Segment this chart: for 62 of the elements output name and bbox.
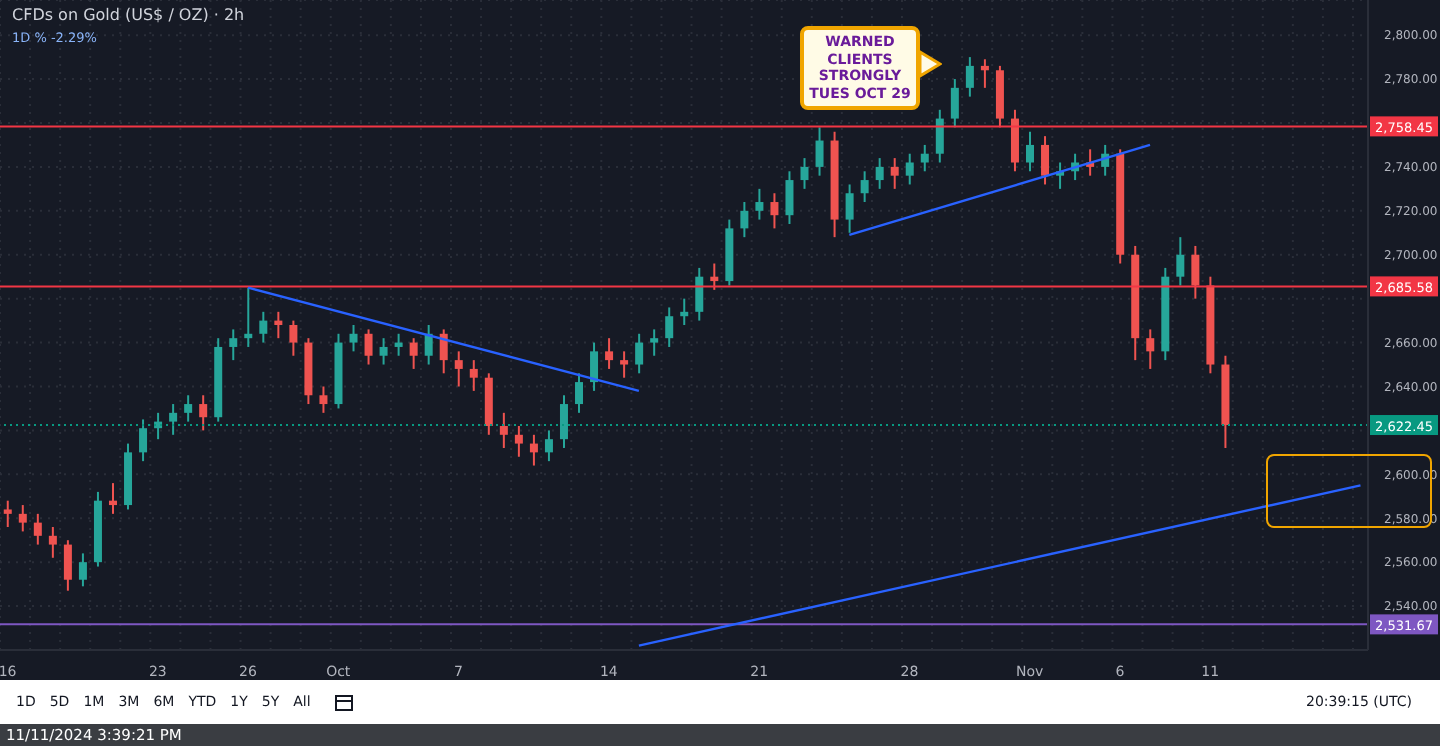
- candlestick: [394, 332, 403, 357]
- candlestick: [319, 385, 328, 414]
- candlestick: [33, 512, 42, 546]
- candlestick: [469, 359, 478, 392]
- candlestick: [63, 539, 72, 592]
- candlestick: [529, 433, 538, 467]
- candlestick: [1010, 108, 1019, 173]
- candlestick: [755, 187, 764, 221]
- candlestick: [920, 143, 929, 173]
- candlestick: [620, 350, 629, 379]
- candlestick: [349, 324, 358, 353]
- candlestick: [259, 310, 268, 344]
- candlestick: [1026, 130, 1034, 173]
- candlestick: [379, 337, 388, 366]
- candlestick: [514, 425, 523, 458]
- candlestick: [605, 337, 614, 370]
- candlestick: [695, 266, 704, 322]
- candlestick: [1041, 135, 1050, 186]
- candlestick: [635, 332, 644, 375]
- candlestick: [905, 152, 914, 186]
- candlestick: [665, 306, 674, 348]
- candlestick: [860, 170, 869, 204]
- candlestick: [499, 411, 508, 449]
- chart-title: CFDs on Gold (US$ / OZ) · 2h: [12, 6, 245, 24]
- candlestick: [770, 192, 779, 230]
- candlestick: [890, 157, 899, 190]
- candlestick: [650, 328, 659, 357]
- candlestick: [454, 350, 463, 388]
- candlestick: [1191, 244, 1200, 300]
- candlestick: [274, 310, 283, 340]
- candlestick: [815, 126, 824, 177]
- candlestick: [289, 319, 298, 357]
- candlestick: [244, 286, 253, 348]
- candlestick: [559, 394, 568, 449]
- candlestick: [229, 328, 238, 362]
- candlestick: [108, 482, 117, 515]
- candlestick: [409, 337, 418, 370]
- candlestick: [950, 78, 959, 129]
- candlestick: [169, 403, 178, 436]
- candlestick: [199, 394, 208, 432]
- candlestick: [935, 108, 944, 164]
- candlestick: [785, 170, 794, 225]
- candlestick: [680, 297, 689, 326]
- candlestick: [575, 372, 584, 414]
- candlestick: [78, 552, 87, 588]
- candlestick: [364, 328, 373, 366]
- candlestick: [590, 341, 599, 392]
- candlestick: [544, 429, 553, 463]
- candlestick: [48, 526, 57, 559]
- candlestick: [875, 157, 884, 190]
- candlestick: [3, 499, 12, 529]
- candlestick: [710, 262, 719, 291]
- candlestick: [965, 56, 974, 98]
- candlestick: [184, 394, 193, 423]
- candlestick: [1146, 328, 1155, 370]
- candlestick: [18, 504, 27, 533]
- candlestick: [1176, 236, 1185, 287]
- candlestick: [740, 201, 749, 239]
- candlestick: [800, 157, 809, 190]
- candlestick: [139, 418, 148, 463]
- candlestick: [980, 58, 989, 89]
- candlestick: [845, 183, 854, 234]
